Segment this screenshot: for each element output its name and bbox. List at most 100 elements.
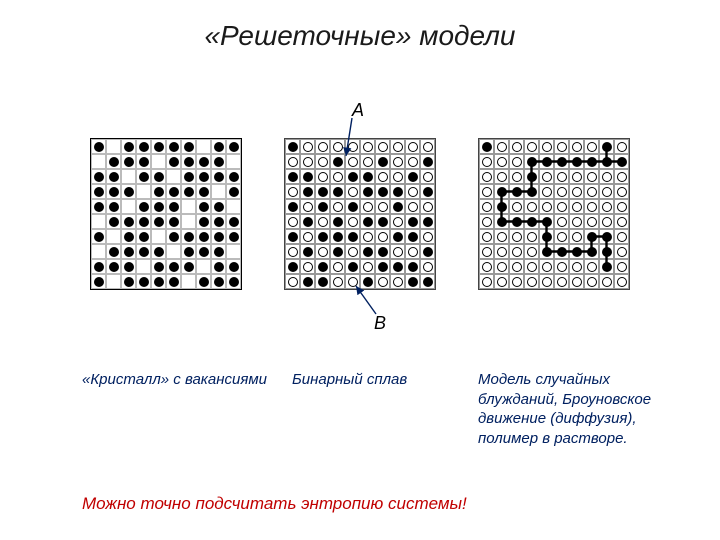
grid-cell [151,139,166,154]
grid-cell [330,244,345,259]
grid-cell [360,169,375,184]
grid-cell [166,259,181,274]
grid-cell [539,199,554,214]
grid-cell [315,139,330,154]
grid-cell [390,169,405,184]
grid-cell [315,259,330,274]
grid-cell [345,199,360,214]
grid-crystal [90,138,242,290]
grid-cell [196,229,211,244]
grid-cell [405,214,420,229]
grid-cell [300,154,315,169]
grid-cell [151,214,166,229]
dot-open [303,232,313,242]
grid-cell [226,139,241,154]
dot-open [557,277,567,287]
dot-filled [154,262,164,272]
dot-open [557,202,567,212]
grid-cell [569,259,584,274]
dot-open [333,172,343,182]
dot-open [512,247,522,257]
grid-cell [420,229,435,244]
dot-filled [318,262,328,272]
dot-filled [154,142,164,152]
dot-open [423,202,433,212]
dot-filled [318,232,328,242]
grid-cell [360,154,375,169]
grid-cell [181,244,196,259]
grid-cell [285,199,300,214]
dot-filled [602,157,612,167]
grid-cell [614,259,629,274]
grid-cell [524,274,539,289]
dot-open [318,247,328,257]
grid-cell [479,214,494,229]
dot-filled [109,262,119,272]
dot-filled [527,187,537,197]
dot-open [378,232,388,242]
grid-cell [569,154,584,169]
grid-cell [136,229,151,244]
dot-filled [139,202,149,212]
dot-filled [378,247,388,257]
dot-filled [184,172,194,182]
grid-cell [196,214,211,229]
dot-filled [139,232,149,242]
grid-cell [539,214,554,229]
dot-filled [184,187,194,197]
dot-open [333,142,343,152]
dot-filled [318,187,328,197]
dot-filled [139,277,149,287]
dot-open [617,187,627,197]
grid-cell [479,154,494,169]
grid-cell [330,274,345,289]
grid-cell [569,274,584,289]
dot-open [348,187,358,197]
grid-cell [405,199,420,214]
grid-cell [226,154,241,169]
grid-cell [584,229,599,244]
dot-open [288,187,298,197]
grid-cell [584,274,599,289]
dot-filled [333,217,343,227]
dot-filled [214,247,224,257]
grid-cell [360,229,375,244]
dot-filled [214,277,224,287]
grid-crystal-wrap [90,138,242,290]
dot-open [408,187,418,197]
grid-cell [151,229,166,244]
dot-open [497,157,507,167]
dot-filled [378,187,388,197]
grid-cell [136,169,151,184]
footer-text: Можно точно подсчитать энтропию системы! [82,494,467,514]
grid-cell [166,244,181,259]
dot-filled [184,157,194,167]
grid-cell [181,199,196,214]
grid-cell [569,214,584,229]
dot-open [408,247,418,257]
dot-open [378,277,388,287]
dot-filled [527,172,537,182]
grid-cell [300,199,315,214]
dot-open [527,262,537,272]
dot-open [348,157,358,167]
dot-filled [602,142,612,152]
grid-cell [509,274,524,289]
dot-open [303,202,313,212]
grid-cell [166,184,181,199]
grid-cell [300,244,315,259]
dot-open [587,172,597,182]
dot-open [587,217,597,227]
grid-cell [166,139,181,154]
grid-cell [285,229,300,244]
grid-cell [420,214,435,229]
grid-cell [405,274,420,289]
dot-open [557,142,567,152]
dot-open [303,262,313,272]
dot-filled [109,202,119,212]
grid-cell [121,244,136,259]
grid-cell [285,184,300,199]
grid-cell [181,139,196,154]
grid-cell [479,184,494,199]
dot-filled [378,262,388,272]
